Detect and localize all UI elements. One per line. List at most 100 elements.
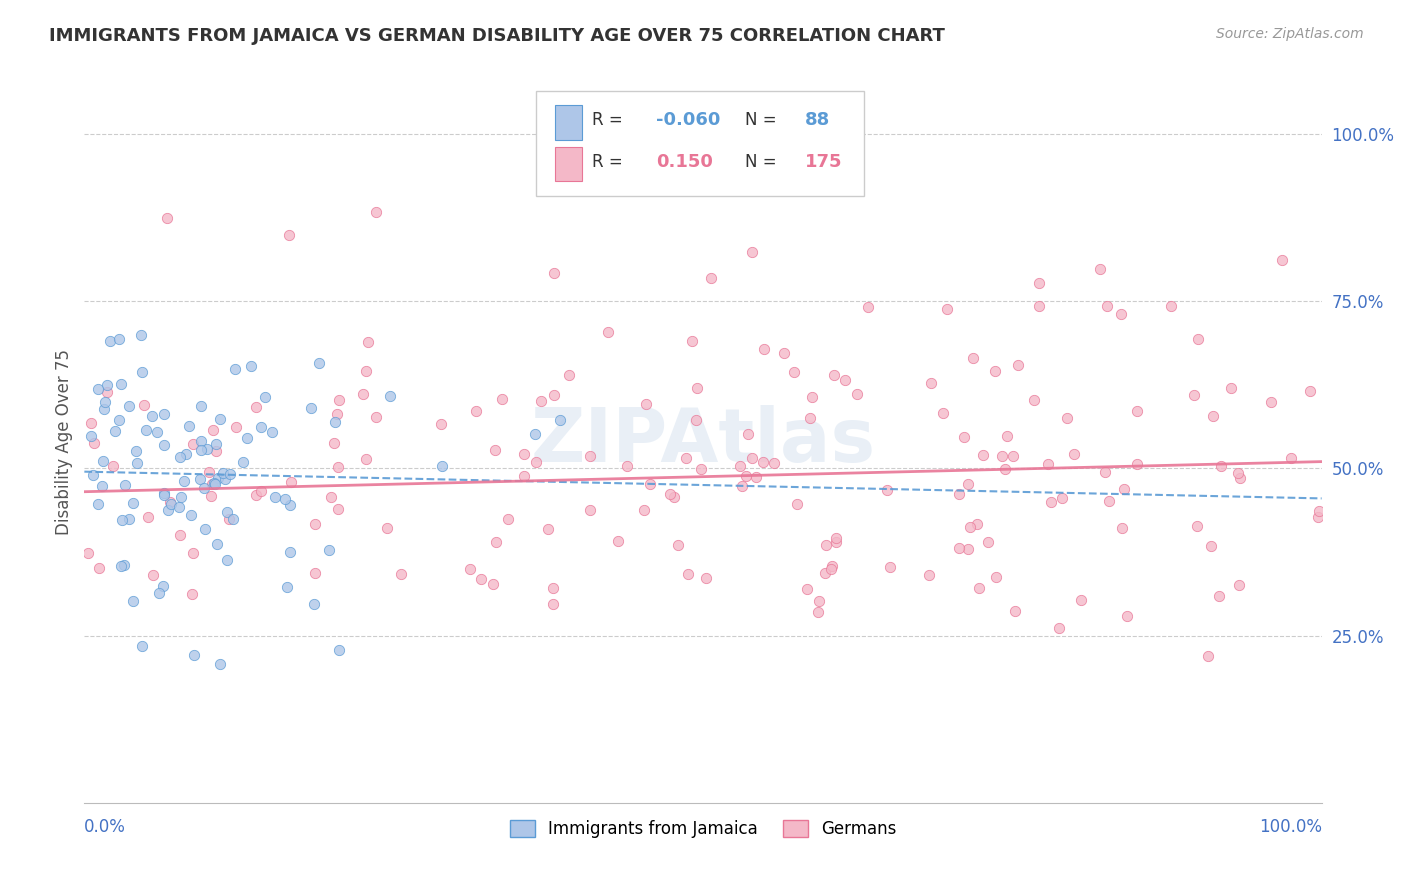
Point [263,490,285,504]
Text: 88: 88 [804,111,830,129]
Point [948,487,970,501]
Point [148,586,170,600]
Point [250,420,273,434]
Point [121,496,143,510]
Point [326,459,349,474]
Point [135,423,157,437]
Point [638,477,661,491]
Point [782,365,804,379]
Point [578,449,600,463]
Point [107,413,129,427]
Point [173,475,195,489]
Point [132,398,155,412]
Point [222,512,245,526]
Point [1050,491,1073,505]
Point [676,566,699,581]
Point [304,516,326,531]
Point [114,478,136,492]
Text: ZIPAtlas: ZIPAtlas [530,405,876,478]
Point [208,657,231,671]
Point [956,477,979,491]
Point [541,581,564,595]
Point [232,455,254,469]
Point [156,211,179,225]
Point [112,558,135,573]
Point [1229,471,1251,485]
Point [845,387,868,401]
Point [180,508,202,523]
Point [1028,299,1050,313]
FancyBboxPatch shape [536,91,863,196]
Point [523,426,546,441]
Point [94,394,117,409]
Point [131,640,153,654]
Point [278,498,301,512]
Point [276,580,298,594]
Point [245,488,267,502]
Point [110,376,132,391]
Point [728,458,751,473]
Point [1227,578,1250,592]
Point [1219,381,1241,395]
Point [354,364,377,378]
Point [328,642,350,657]
Point [953,430,976,444]
Point [977,534,1000,549]
Point [190,434,212,449]
Point [876,483,898,498]
Point [1299,384,1322,399]
Point [695,571,717,585]
Text: N =: N = [745,153,782,171]
Point [323,435,346,450]
Point [1047,621,1070,635]
Point [389,566,412,581]
Point [236,431,259,445]
Point [834,373,856,387]
Point [658,487,681,501]
Point [966,517,988,532]
Point [1109,307,1132,321]
Point [179,418,201,433]
Point [1199,539,1222,553]
Point [984,364,1007,378]
Point [101,459,124,474]
Point [304,566,326,581]
Point [741,450,763,465]
Point [299,401,322,416]
Point [787,139,810,153]
Point [598,325,620,339]
Point [616,459,638,474]
Point [1040,494,1063,508]
Point [752,342,775,356]
Point [104,424,127,438]
Point [205,437,228,451]
Point [193,481,215,495]
Point [354,452,377,467]
Point [1004,605,1026,619]
Point [153,485,176,500]
Point [814,566,837,580]
Point [681,334,703,349]
Point [87,497,110,511]
Point [1182,388,1205,402]
Point [194,522,217,536]
Point [224,362,246,376]
Point [1063,447,1085,461]
Point [170,490,193,504]
Point [190,399,212,413]
Point [326,407,349,421]
Point [920,376,942,390]
Point [801,390,824,404]
Point [209,412,232,426]
Point [212,466,235,480]
Point [82,468,104,483]
Point [1126,457,1149,471]
Point [823,368,845,382]
Point [786,497,808,511]
Text: 0.150: 0.150 [657,153,713,171]
Point [995,429,1018,443]
Point [110,558,132,573]
Point [274,491,297,506]
Point [429,417,451,431]
Point [131,365,153,379]
